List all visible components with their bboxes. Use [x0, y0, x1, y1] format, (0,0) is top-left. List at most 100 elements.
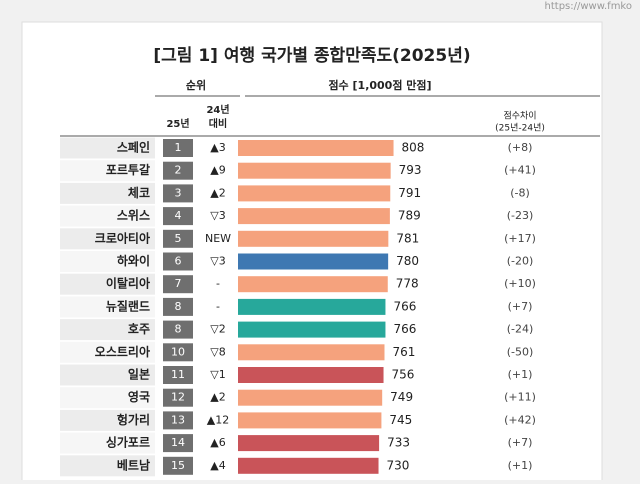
- diff-label: (+42): [504, 413, 536, 426]
- rank-box: [163, 207, 193, 226]
- diff-label: (+17): [504, 232, 536, 245]
- rank-box: [163, 456, 193, 475]
- rank-box: [163, 184, 193, 203]
- change-label: ▽1: [210, 368, 225, 381]
- rank-label: 7: [175, 277, 182, 290]
- diff-label: (+7): [508, 300, 533, 313]
- rank-box: [163, 320, 193, 339]
- value-label: 745: [389, 413, 412, 427]
- category-label: 호주: [128, 322, 150, 336]
- category-label: 스페인: [117, 140, 150, 155]
- diff-label: (+7): [508, 436, 533, 449]
- value-label: 791: [398, 186, 421, 200]
- change-label: ▽8: [210, 345, 225, 358]
- rank-label: 14: [171, 436, 185, 449]
- name-cell: [60, 409, 155, 431]
- category-label: 뉴질랜드: [106, 298, 150, 313]
- rank-box: [163, 161, 193, 180]
- bar: [238, 185, 391, 202]
- name-cell: [60, 387, 155, 409]
- rank-label: 8: [175, 300, 182, 313]
- change-label: ▲2: [210, 186, 225, 199]
- rank-label: 8: [175, 323, 182, 336]
- category-label: 싱가포르: [106, 435, 150, 450]
- name-cell: [60, 137, 155, 159]
- category-label: 포르투갈: [106, 163, 150, 177]
- diff-label: (-20): [507, 255, 534, 268]
- diff-label: (+1): [508, 459, 533, 472]
- diff-header: 점수차이: [503, 110, 536, 122]
- value-label: 766: [393, 322, 416, 336]
- rank-label: 10: [171, 345, 185, 358]
- name-cell: [60, 296, 155, 318]
- rank-2025-header: 25년: [166, 117, 189, 130]
- value-label: 781: [396, 231, 419, 245]
- value-label: 780: [396, 254, 419, 268]
- change-label: ▽3: [210, 255, 225, 268]
- change-label: ▲6: [210, 436, 225, 449]
- bar: [238, 162, 391, 179]
- name-cell: [60, 341, 155, 363]
- category-label: 크로아티아: [95, 230, 150, 245]
- diff-label: (-24): [507, 323, 534, 336]
- category-label: 오스트리아: [95, 344, 150, 359]
- change-label: -: [216, 277, 220, 290]
- category-label: 이탈리아: [106, 276, 150, 291]
- diff-label: (+8): [508, 141, 533, 154]
- rank-box: [163, 297, 193, 316]
- chart-title: [그림 1] 여행 국가별 종합만족도(2025년): [153, 45, 470, 66]
- bar: [238, 321, 386, 338]
- name-cell: [60, 228, 155, 250]
- bar: [238, 435, 380, 452]
- value-label: 761: [392, 345, 415, 359]
- bar: [238, 298, 386, 315]
- rank-label: 15: [171, 459, 185, 472]
- rank-label: 12: [171, 391, 185, 404]
- rank-header: 순위: [186, 79, 206, 92]
- category-label: 일본: [128, 368, 150, 382]
- diff-label: (+41): [504, 164, 536, 177]
- change-label: NEW: [205, 232, 231, 245]
- bar: [238, 457, 379, 474]
- value-label: 749: [390, 390, 413, 404]
- diff-label: (-23): [507, 209, 534, 222]
- rank-label: 13: [171, 413, 185, 426]
- bar: [238, 276, 388, 293]
- change-header: 대비: [209, 117, 227, 130]
- name-cell: [60, 205, 155, 227]
- rank-box: [163, 388, 193, 407]
- name-cell: [60, 455, 155, 477]
- diff-label: (+1): [508, 368, 533, 381]
- watermark: https://www.fmko: [545, 1, 632, 12]
- change-label: ▲2: [210, 391, 225, 404]
- bar: [238, 367, 384, 383]
- bar: [238, 230, 389, 247]
- value-label: 733: [387, 436, 410, 450]
- diff-label: (-50): [507, 345, 534, 358]
- change-label: -: [216, 300, 220, 313]
- rank-box: [163, 252, 193, 271]
- rank-label: 6: [175, 255, 182, 268]
- diff-label: (+11): [504, 391, 536, 404]
- diff-header: (25년-24년): [495, 123, 545, 134]
- diff-label: (+10): [504, 277, 536, 290]
- change-label: ▲4: [210, 459, 225, 472]
- category-label: 스위스: [117, 209, 150, 223]
- rank-box: [163, 411, 193, 430]
- rank-label: 5: [175, 232, 182, 245]
- name-cell: [60, 319, 155, 341]
- value-label: 789: [398, 209, 421, 223]
- value-label: 808: [402, 141, 425, 155]
- category-label: 베트남: [117, 457, 150, 472]
- rank-label: 1: [175, 141, 182, 154]
- bar: [238, 253, 389, 270]
- category-label: 체코: [128, 185, 150, 200]
- bar: [238, 344, 385, 361]
- change-label: ▲9: [210, 164, 225, 177]
- rank-label: 4: [175, 209, 182, 222]
- name-cell: [60, 182, 155, 204]
- category-label: 헝가리: [117, 412, 150, 427]
- bar: [238, 208, 390, 225]
